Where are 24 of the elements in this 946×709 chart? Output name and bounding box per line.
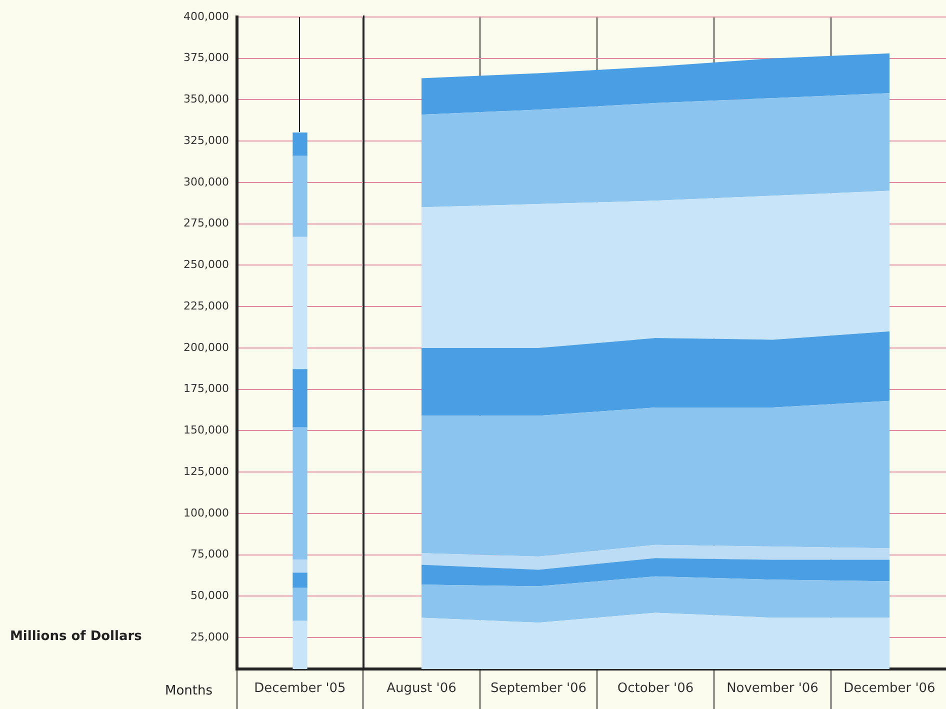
- y-tick-label: 100,000: [184, 506, 229, 520]
- y-tick-label: 375,000: [184, 51, 229, 64]
- x-tick-label: November '06: [726, 681, 818, 696]
- y-axis-title: Millions of Dollars: [10, 629, 142, 644]
- y-tick-label: 325,000: [184, 134, 229, 147]
- y-tick-label: 350,000: [184, 92, 229, 106]
- y-tick-label: 25,000: [190, 630, 229, 644]
- y-tick-label: 75,000: [190, 548, 229, 561]
- x-tick-label: October '06: [617, 681, 694, 696]
- y-tick-label: 50,000: [190, 589, 229, 602]
- y-tick-label: 200,000: [184, 340, 229, 354]
- x-tick-label: September '06: [490, 681, 587, 696]
- y-tick-label: 400,000: [184, 10, 229, 23]
- y-tick-label: 275,000: [184, 216, 229, 230]
- y-tick-label: 150,000: [184, 424, 229, 437]
- y-tick-label: 125,000: [184, 464, 229, 478]
- y-tick-label: 225,000: [184, 299, 229, 312]
- x-tick-label: December '05: [254, 681, 346, 696]
- x-axis-title: Months: [165, 683, 213, 698]
- y-tick-label: 250,000: [184, 258, 229, 272]
- x-tick-label: August '06: [386, 681, 456, 696]
- y-tick-label: 300,000: [184, 175, 229, 188]
- y-tick-label: 175,000: [184, 382, 229, 396]
- x-tick-label: December '06: [844, 681, 936, 696]
